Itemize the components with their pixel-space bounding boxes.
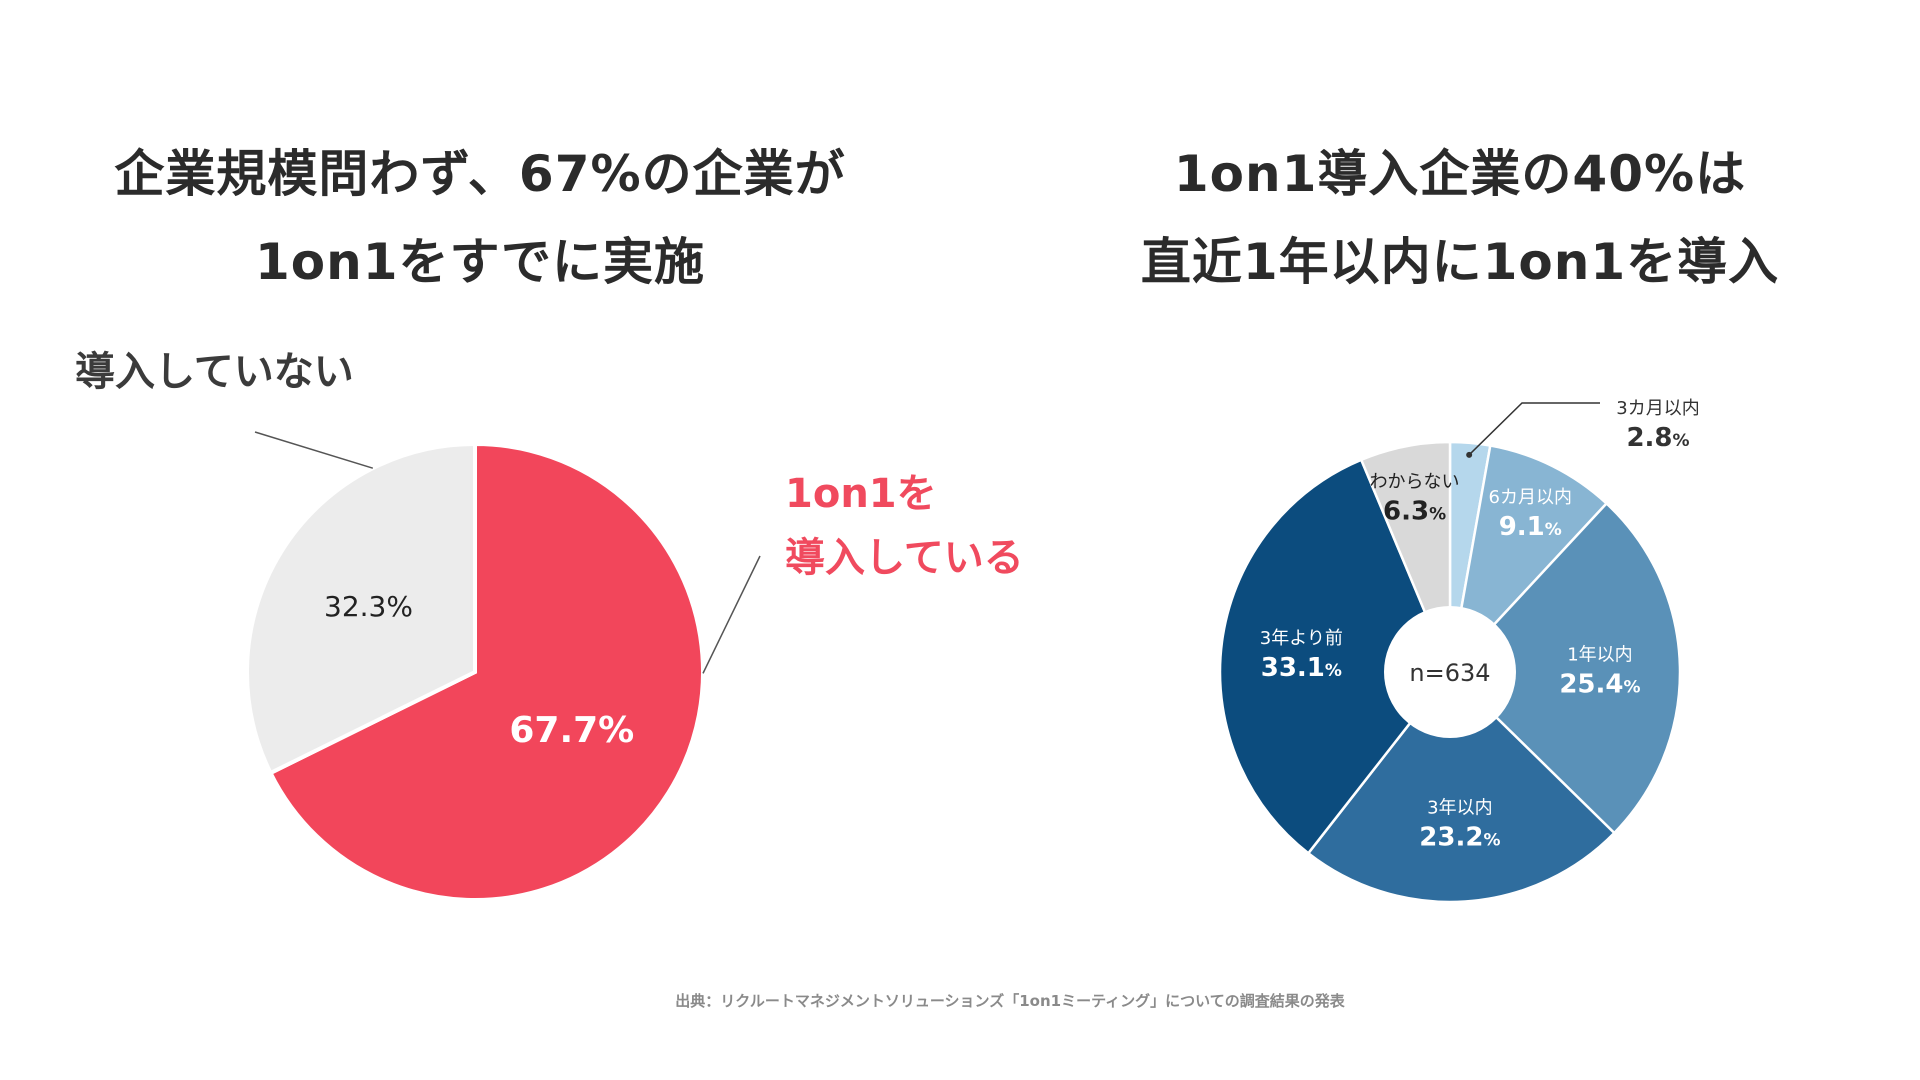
pie-value-label-not-adopted: 32.3% — [324, 590, 413, 623]
donut-percent-sign-2: % — [1624, 677, 1641, 697]
donut-slice-2 — [1448, 501, 1682, 835]
leader-line-3m — [1468, 402, 1600, 456]
left-headline-line2: 1on1をすでに実施 — [254, 233, 706, 291]
donut-percent-sign-1: % — [1545, 520, 1562, 540]
adoption-timing-donut-chart: n=6343カ月以内2.8%6カ月以内9.1%1年以内25.4%3年以内23.2… — [1218, 398, 1700, 904]
donut-category-label-1: 6カ月以内 — [1489, 487, 1572, 508]
donut-percent-sign-5: % — [1429, 505, 1446, 525]
donut-category-label-5: わからない — [1370, 472, 1460, 493]
donut-category-label-2: 1年以内 — [1567, 644, 1632, 665]
source-note: 出典：リクルートマネジメントソリューションズ「1on1ミーティング」についての調… — [675, 992, 1345, 1010]
donut-value-label-0: 2.8% — [1626, 423, 1689, 453]
donut-percent-sign-4: % — [1325, 661, 1342, 681]
donut-slice-1 — [1448, 444, 1609, 676]
not-adopted-callout: 導入していない — [75, 349, 354, 395]
donut-hole — [1384, 606, 1516, 738]
donut-slice-4 — [1218, 458, 1452, 855]
left-chart-headline: 企業規模問わず、67%の企業が 1on1をすでに実施 — [60, 130, 900, 306]
adopted-callout-line1: 1on1を — [785, 471, 937, 517]
left-headline-line1: 企業規模問わず、67%の企業が — [114, 145, 846, 203]
adopted-callout-line2: 導入している — [785, 535, 1024, 581]
adoption-pie-chart: 67.7% 32.3% — [245, 431, 761, 902]
donut-category-label-4: 3年より前 — [1260, 628, 1343, 649]
right-chart-headline: 1on1導入企業の40%は 直近1年以内に1on1を導入 — [1060, 130, 1860, 306]
donut-percent-sign-3: % — [1483, 831, 1500, 851]
adopted-leader-line — [702, 555, 761, 674]
pie-slice-adopted — [267, 441, 705, 902]
donut-center-label: n=634 — [1409, 659, 1490, 687]
donut-category-label-0: 3カ月以内 — [1616, 398, 1699, 419]
donut-slice-3 — [1306, 670, 1617, 904]
right-headline-line1: 1on1導入企業の40%は — [1173, 145, 1747, 203]
not-adopted-leader-line — [254, 431, 374, 469]
adopted-callout: 1on1を 導入している — [785, 462, 1024, 590]
donut-percent-sign-0: % — [1673, 431, 1690, 451]
pie-value-label-adopted: 67.7% — [509, 710, 634, 751]
right-headline-line2: 直近1年以内に1on1を導入 — [1140, 233, 1780, 291]
donut-category-label-3: 3年以内 — [1427, 798, 1492, 819]
donut-value-label-3: 23.2% — [1419, 823, 1500, 853]
pie-slice-not-adopted — [245, 441, 477, 776]
